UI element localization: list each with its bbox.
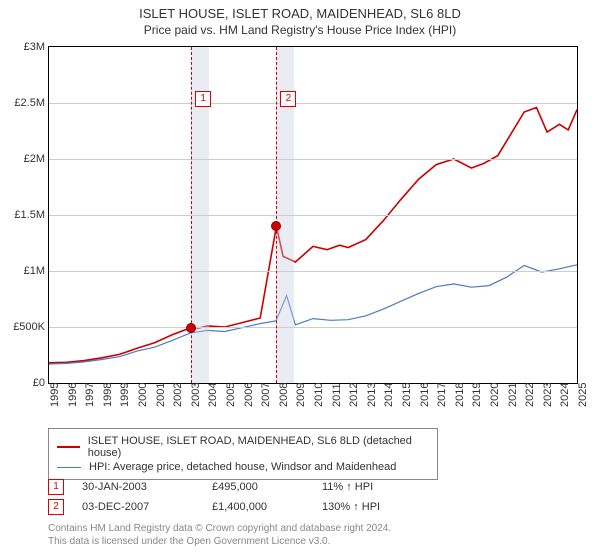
- chart-title: ISLET HOUSE, ISLET ROAD, MAIDENHEAD, SL6…: [0, 0, 600, 21]
- y-gridline: [49, 327, 577, 328]
- y-gridline: [49, 271, 577, 272]
- transaction-id-badge: 2: [48, 499, 64, 515]
- x-axis-label: 2025: [577, 383, 589, 407]
- y-axis-label: £2M: [7, 153, 45, 165]
- x-axis-label: 2016: [419, 383, 431, 407]
- x-axis-label: 1998: [102, 383, 114, 407]
- legend-label: HPI: Average price, detached house, Wind…: [89, 461, 396, 473]
- transaction-row: 2 03-DEC-2007£1,400,000130% ↑ HPI: [48, 499, 380, 515]
- transaction-price: £1,400,000: [212, 501, 322, 513]
- x-axis-label: 1997: [84, 383, 96, 407]
- legend-item: HPI: Average price, detached house, Wind…: [57, 461, 429, 473]
- transaction-delta: 11% ↑ HPI: [322, 481, 373, 493]
- x-axis-label: 2013: [366, 383, 378, 407]
- x-axis-label: 2000: [137, 383, 149, 407]
- transaction-date: 03-DEC-2007: [82, 501, 212, 513]
- x-axis-label: 1999: [119, 383, 131, 407]
- series-line-hpi: [49, 265, 577, 364]
- x-axis-label: 2021: [507, 383, 519, 407]
- transaction-dot: [271, 221, 281, 231]
- y-gridline: [49, 159, 577, 160]
- x-axis-label: 2024: [559, 383, 571, 407]
- x-axis-label: 2015: [401, 383, 413, 407]
- y-axis-label: £3M: [7, 41, 45, 53]
- marker-badge: 1: [195, 91, 211, 107]
- y-gridline: [49, 103, 577, 104]
- x-axis-label: 2011: [331, 383, 343, 407]
- x-axis-label: 2018: [454, 383, 466, 407]
- x-axis-label: 2012: [348, 383, 360, 407]
- transaction-dot: [186, 323, 196, 333]
- x-axis-label: 2007: [260, 383, 272, 407]
- x-axis-label: 2005: [225, 383, 237, 407]
- plot-area: £0£500K£1M£1.5M£2M£2.5M£3M19951996199719…: [48, 46, 578, 384]
- legend-item: ISLET HOUSE, ISLET ROAD, MAIDENHEAD, SL6…: [57, 435, 429, 459]
- x-axis-label: 1996: [67, 383, 79, 407]
- x-axis-label: 2010: [313, 383, 325, 407]
- footer-line1: Contains HM Land Registry data © Crown c…: [48, 522, 391, 535]
- x-axis-label: 2020: [489, 383, 501, 407]
- series-line-property: [49, 108, 577, 363]
- footer-line2: This data is licensed under the Open Gov…: [48, 535, 391, 548]
- chart-subtitle: Price paid vs. HM Land Registry's House …: [0, 21, 600, 41]
- x-axis-label: 2014: [383, 383, 395, 407]
- legend-swatch: [57, 446, 80, 448]
- legend-label: ISLET HOUSE, ISLET ROAD, MAIDENHEAD, SL6…: [88, 435, 429, 459]
- transaction-row: 1 30-JAN-2003£495,00011% ↑ HPI: [48, 479, 380, 495]
- transaction-date: 30-JAN-2003: [82, 481, 212, 493]
- x-axis-label: 2008: [278, 383, 290, 407]
- y-axis-label: £500K: [7, 321, 45, 333]
- marker-vline: [191, 47, 192, 383]
- transaction-delta: 130% ↑ HPI: [322, 501, 380, 513]
- chart-container: ISLET HOUSE, ISLET ROAD, MAIDENHEAD, SL6…: [0, 0, 600, 560]
- y-axis-label: £1.5M: [7, 209, 45, 221]
- y-axis-label: £0: [7, 377, 45, 389]
- transaction-notes: 1 30-JAN-2003£495,00011% ↑ HPI 2 03-DEC-200…: [48, 475, 380, 519]
- y-gridline: [49, 215, 577, 216]
- y-axis-label: £2.5M: [7, 97, 45, 109]
- x-axis-label: 1995: [49, 383, 61, 407]
- x-axis-label: 2003: [190, 383, 202, 407]
- x-axis-label: 2023: [542, 383, 554, 407]
- x-axis-label: 2019: [471, 383, 483, 407]
- y-axis-label: £1M: [7, 265, 45, 277]
- marker-vline: [276, 47, 277, 383]
- transaction-id-badge: 1: [48, 479, 64, 495]
- x-axis-label: 2002: [172, 383, 184, 407]
- footer-text: Contains HM Land Registry data © Crown c…: [48, 522, 391, 548]
- legend: ISLET HOUSE, ISLET ROAD, MAIDENHEAD, SL6…: [48, 428, 438, 480]
- x-axis-label: 2006: [243, 383, 255, 407]
- x-axis-label: 2009: [295, 383, 307, 407]
- legend-swatch: [57, 467, 81, 468]
- x-axis-label: 2022: [524, 383, 536, 407]
- x-axis-label: 2001: [155, 383, 167, 407]
- x-axis-label: 2017: [436, 383, 448, 407]
- marker-badge: 2: [280, 91, 296, 107]
- transaction-price: £495,000: [212, 481, 322, 493]
- x-axis-label: 2004: [207, 383, 219, 407]
